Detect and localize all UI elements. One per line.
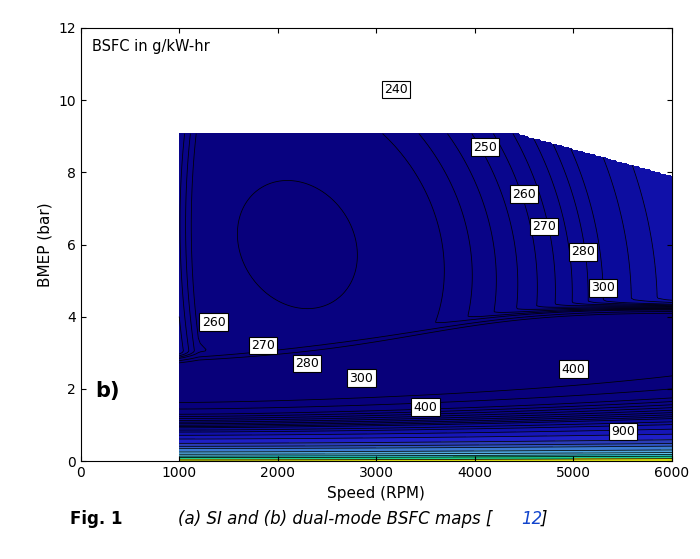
Text: 270: 270	[532, 220, 556, 233]
Text: 250: 250	[473, 140, 496, 154]
Text: 260: 260	[202, 316, 225, 329]
Text: (a) SI and (b) dual-mode BSFC maps [: (a) SI and (b) dual-mode BSFC maps [	[178, 510, 493, 528]
Text: 280: 280	[571, 245, 595, 258]
Text: 300: 300	[349, 372, 373, 385]
Text: 400: 400	[414, 400, 438, 414]
Text: 400: 400	[561, 363, 585, 376]
Text: ]: ]	[541, 510, 547, 528]
Text: 900: 900	[611, 425, 635, 438]
Text: 12: 12	[522, 510, 542, 528]
Text: BSFC in g/kW-hr: BSFC in g/kW-hr	[92, 39, 210, 54]
Text: 280: 280	[295, 357, 319, 370]
Text: Fig. 1: Fig. 1	[70, 510, 122, 528]
X-axis label: Speed (RPM): Speed (RPM)	[328, 486, 425, 501]
Text: 270: 270	[251, 339, 275, 352]
Text: 240: 240	[384, 83, 408, 96]
Text: 260: 260	[512, 187, 536, 201]
Text: 300: 300	[591, 281, 615, 295]
Y-axis label: BMEP (bar): BMEP (bar)	[38, 202, 52, 287]
Text: b): b)	[95, 381, 120, 400]
